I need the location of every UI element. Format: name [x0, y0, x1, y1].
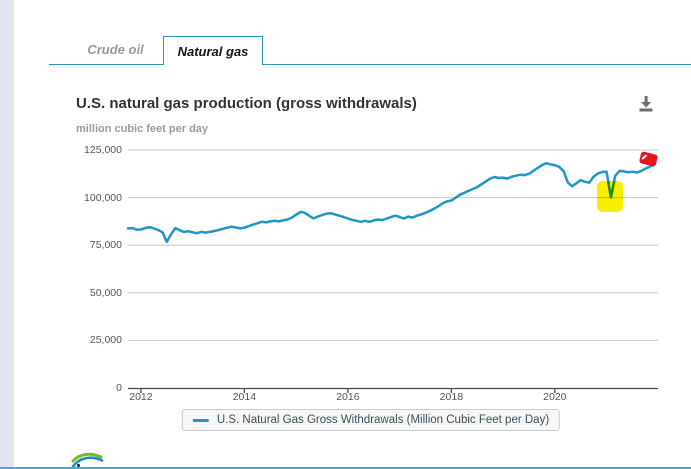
download-button[interactable] [636, 94, 656, 114]
x-axis-tick-label: 2018 [439, 391, 464, 403]
legend-item[interactable]: U.S. Natural Gas Gross Withdrawals (Mill… [181, 409, 561, 431]
gridlines [128, 149, 658, 341]
chart-subtitle: million cubic feet per day [76, 123, 209, 135]
y-axis-tick-label: 75,000 [89, 239, 122, 252]
x-axis-tick-label: 2014 [232, 391, 257, 403]
left-margin-strip [0, 0, 14, 469]
x-axis [128, 387, 658, 393]
footer-divider [0, 467, 691, 469]
y-axis-tick-label: 0 [116, 382, 122, 394]
series-line[interactable] [126, 162, 656, 244]
x-axis-tick-label: 2012 [129, 391, 153, 403]
eia-logo [71, 452, 104, 468]
chart-title: U.S. natural gas production (gross withd… [76, 95, 417, 112]
tab-natural-gas[interactable]: Natural gas [163, 36, 263, 65]
y-axis-tick-label: 50,000 [89, 286, 122, 299]
plot-area [126, 149, 658, 393]
legend-line-swatch [192, 418, 209, 422]
tab-crude-oil[interactable]: Crude oil [87, 42, 144, 57]
download-icon [639, 96, 653, 112]
legend-label: U.S. Natural Gas Gross Withdrawals (Mill… [216, 414, 550, 426]
y-axis-tick-label: 25,000 [89, 334, 122, 347]
tab-bar: Crude oil Natural gas [49, 36, 691, 65]
x-axis-tick-label: 2016 [336, 391, 360, 403]
y-axis-tick-label: 125,000 [84, 144, 122, 156]
x-axis-tick-label: 2020 [543, 391, 567, 403]
y-axis-tick-label: 100,000 [84, 191, 122, 204]
yellow-highlight-annotation [597, 181, 623, 212]
